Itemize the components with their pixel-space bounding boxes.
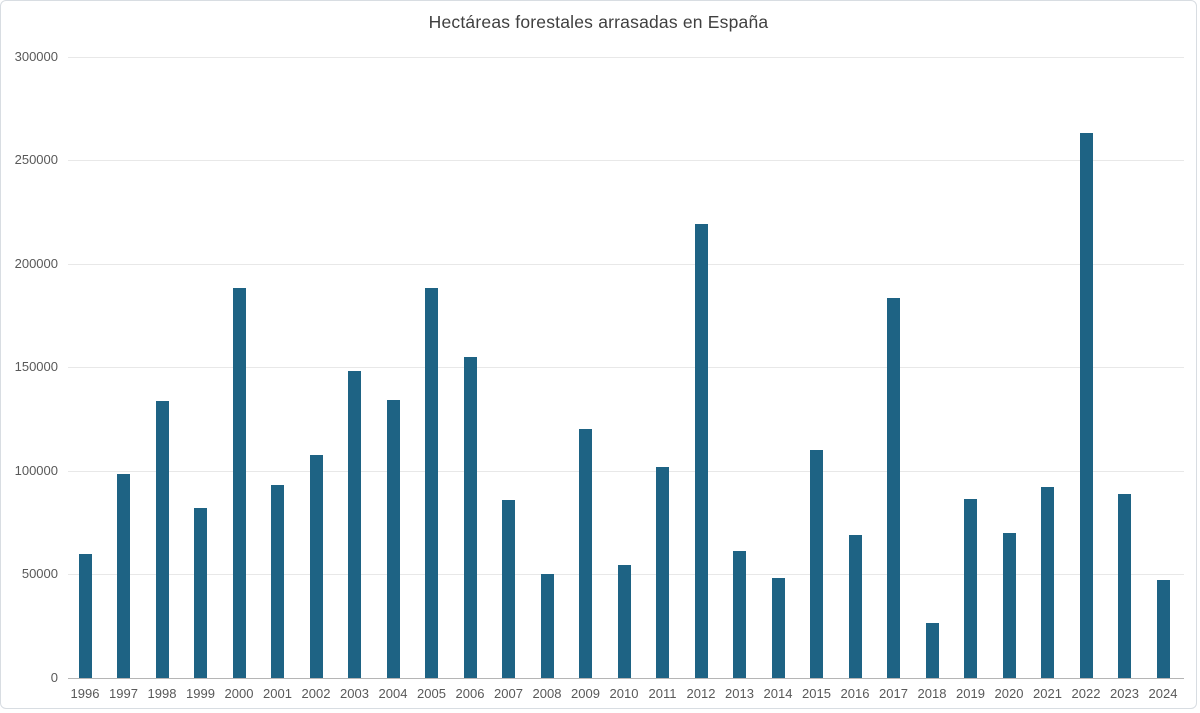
x-tick-label-2008: 2008 [532, 686, 562, 701]
x-tick-label-2019: 2019 [956, 686, 985, 701]
y-tick-label-250000: 250000 [14, 152, 58, 168]
x-tick-label-2022: 2022 [1071, 686, 1101, 701]
x-axis-line [68, 678, 1184, 679]
x-tick-label-2006: 2006 [455, 686, 485, 701]
y-tick-label-0: 0 [50, 670, 58, 685]
bar-2021 [1041, 487, 1054, 678]
x-tick-label-2024: 2024 [1148, 686, 1178, 701]
y-tick-label-200000: 200000 [14, 255, 58, 271]
bar-2001 [271, 485, 284, 678]
gridline-300000 [68, 56, 1184, 58]
bar-2016 [848, 535, 862, 678]
x-tick-label-2003: 2003 [340, 686, 369, 701]
x-tick-label-1998: 1998 [147, 686, 177, 701]
bar-2004 [386, 400, 400, 678]
bar-2009 [579, 429, 592, 678]
x-tick-label-2023: 2023 [1110, 686, 1139, 701]
bar-1997 [117, 473, 130, 678]
bar-2024 [1156, 579, 1170, 678]
bar-2018 [925, 623, 939, 678]
gridline-200000 [68, 263, 1184, 265]
bar-2020 [1002, 533, 1016, 678]
bar-2002 [309, 455, 323, 678]
gridline-250000 [68, 160, 1184, 162]
bar-2017 [887, 297, 900, 678]
chart-title: Hectáreas forestales arrasadas en España [428, 12, 769, 32]
x-tick-label-1999: 1999 [186, 686, 215, 701]
bar-2015 [810, 450, 823, 678]
x-tick-label-1997: 1997 [109, 686, 138, 701]
bar-2007 [502, 499, 515, 678]
x-tick-label-2013: 2013 [725, 686, 754, 701]
x-tick-label-2000: 2000 [224, 686, 254, 701]
x-tick-label-2010: 2010 [609, 686, 639, 701]
bar-2023 [1118, 493, 1131, 678]
bar-2005 [425, 287, 438, 678]
x-tick-label-2011: 2011 [648, 686, 677, 701]
x-tick-label-2005: 2005 [417, 686, 446, 701]
y-tick-label-150000: 150000 [14, 359, 58, 375]
x-tick-label-2014: 2014 [763, 686, 793, 701]
y-tick-label-300000: 300000 [14, 48, 58, 64]
x-tick-label-2012: 2012 [686, 686, 716, 701]
bar-2011 [656, 466, 669, 678]
x-tick-label-2009: 2009 [571, 686, 600, 701]
bar-2013 [733, 550, 746, 678]
x-tick-label-2007: 2007 [494, 686, 523, 701]
x-tick-label-2001: 2001 [263, 686, 292, 701]
bar-2003 [348, 371, 361, 678]
x-tick-label-2002: 2002 [301, 686, 331, 701]
y-tick-label-100000: 100000 [14, 462, 58, 478]
x-tick-label-1996: 1996 [70, 686, 100, 701]
x-tick-label-2021: 2021 [1033, 686, 1062, 701]
gridline-100000 [68, 470, 1184, 472]
gridline-150000 [68, 367, 1184, 369]
x-tick-label-2018: 2018 [917, 686, 947, 701]
bar-2019 [964, 498, 977, 678]
bar-2000 [232, 287, 246, 678]
x-tick-label-2016: 2016 [840, 686, 870, 701]
x-tick-label-2004: 2004 [378, 686, 408, 701]
x-tick-label-2017: 2017 [879, 686, 908, 701]
bar-2012 [694, 224, 708, 678]
bar-2008 [540, 573, 554, 678]
bar-1998 [155, 401, 169, 678]
bar-2014 [771, 577, 785, 678]
bar-2022 [1079, 133, 1093, 678]
y-tick-label-50000: 50000 [21, 566, 58, 582]
bar-1996 [78, 553, 92, 678]
x-tick-label-2015: 2015 [802, 686, 831, 701]
bar-1999 [194, 508, 207, 678]
bar-2010 [617, 565, 631, 678]
x-tick-label-2020: 2020 [994, 686, 1024, 701]
bar-2006 [463, 356, 477, 678]
